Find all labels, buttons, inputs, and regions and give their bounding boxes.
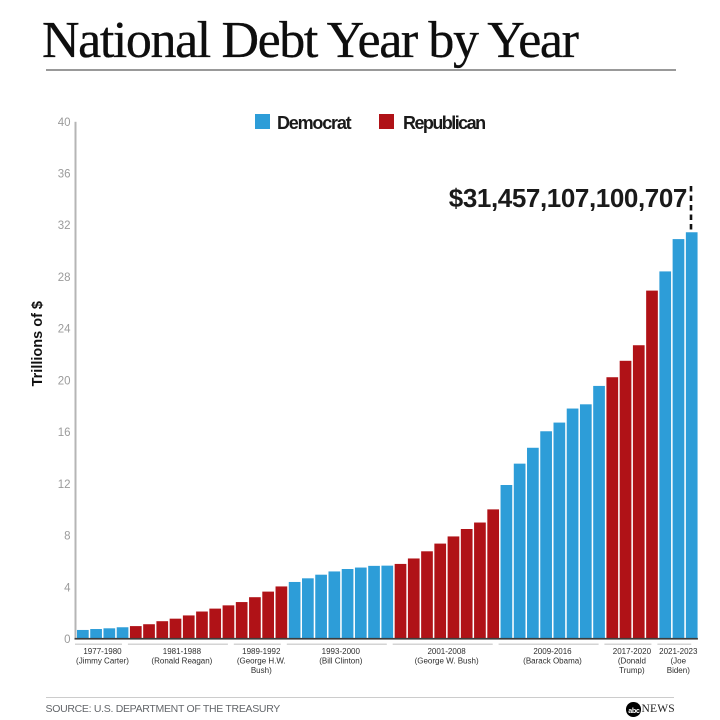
svg-text:Trump): Trump) <box>619 666 645 675</box>
svg-text:4: 4 <box>64 582 71 594</box>
svg-text:36: 36 <box>58 169 71 181</box>
svg-text:(Joe: (Joe <box>671 657 687 666</box>
svg-text:(Barack Obama): (Barack Obama) <box>523 657 582 666</box>
svg-text:(Donald: (Donald <box>618 657 646 666</box>
svg-text:Biden): Biden) <box>667 666 690 675</box>
svg-text:1977-1980: 1977-1980 <box>83 647 122 656</box>
svg-text:8: 8 <box>64 531 70 543</box>
svg-text:(George H.W.: (George H.W. <box>237 657 286 666</box>
svg-text:(Bill Clinton): (Bill Clinton) <box>319 657 362 666</box>
svg-text:Bush): Bush) <box>251 666 272 675</box>
svg-text:1989-1992: 1989-1992 <box>242 647 281 656</box>
svg-text:12: 12 <box>58 479 71 491</box>
svg-text:2009-2016: 2009-2016 <box>533 647 572 656</box>
svg-text:24: 24 <box>58 324 71 336</box>
svg-text:2017-2020: 2017-2020 <box>613 647 652 656</box>
svg-text:(George W. Bush): (George W. Bush) <box>415 657 479 666</box>
svg-text:2001-2008: 2001-2008 <box>427 647 466 656</box>
svg-text:16: 16 <box>58 427 71 439</box>
svg-text:Trillions of $: Trillions of $ <box>30 301 46 386</box>
svg-text:(Jimmy Carter): (Jimmy Carter) <box>76 657 129 666</box>
svg-text:(Ronald Reagan): (Ronald Reagan) <box>151 657 212 666</box>
svg-text:20: 20 <box>58 375 71 387</box>
svg-text:40: 40 <box>58 117 71 129</box>
svg-text:1993-2000: 1993-2000 <box>322 647 361 656</box>
svg-text:0: 0 <box>64 634 70 646</box>
svg-text:32: 32 <box>58 220 71 232</box>
svg-text:1981-1988: 1981-1988 <box>163 647 202 656</box>
svg-text:28: 28 <box>58 272 71 284</box>
svg-text:$31,457,107,100,707: $31,457,107,100,707 <box>449 183 687 213</box>
svg-text:2021-2023: 2021-2023 <box>659 647 698 656</box>
